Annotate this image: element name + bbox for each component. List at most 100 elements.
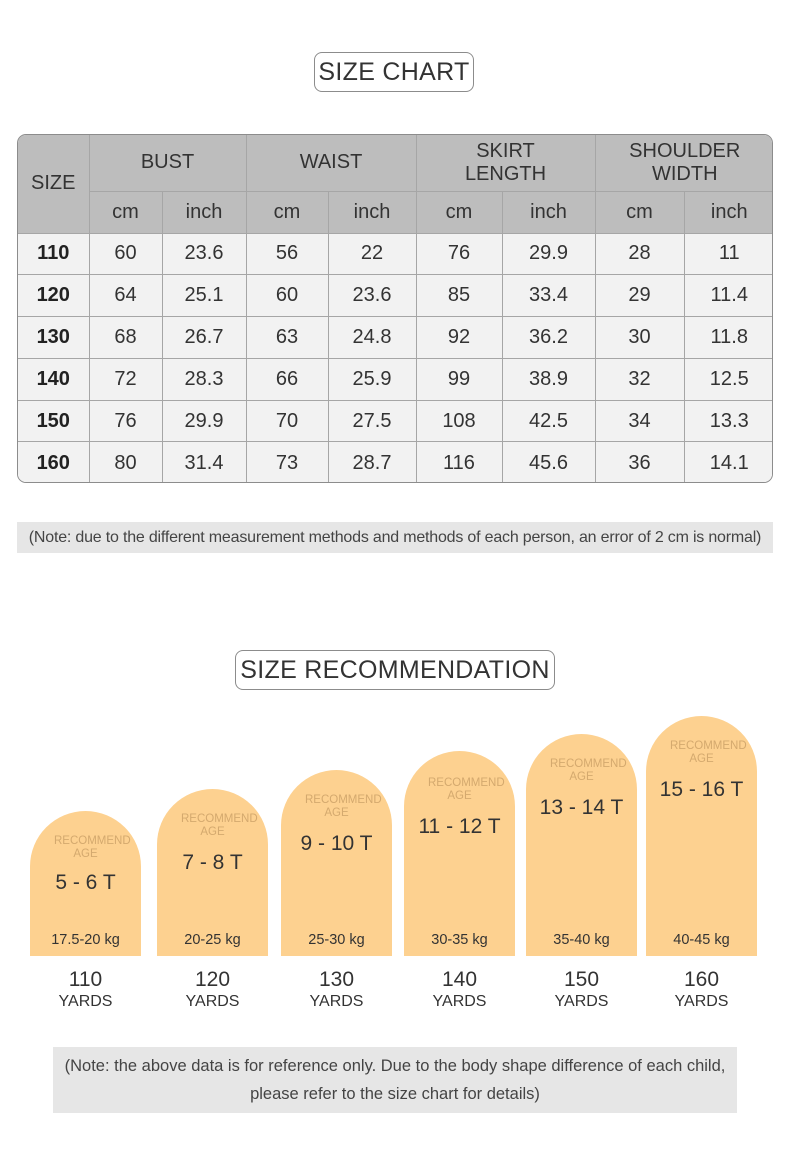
table-row: 110 60 23.6 56 22 76 29.9 28 11 (18, 232, 772, 276)
recommend-age-label: RECOMMEND AGE (181, 813, 258, 838)
measurement-cell: 24.8 (327, 316, 417, 359)
measurement-cell: 26.7 (161, 316, 247, 359)
measurement-cell: 38.9 (501, 357, 596, 401)
measurement-cell: 116 (415, 441, 503, 482)
recommend-age-label: RECOMMEND AGE (305, 794, 382, 819)
measurement-cell: 28 (594, 232, 685, 276)
recommended-age: 15 - 16 T (659, 778, 744, 801)
size-cell: 160 (18, 441, 90, 482)
weight-range: 30-35 kg (431, 932, 488, 948)
yard-size-number: 150 (563, 968, 600, 991)
measurement-cell: 31.4 (161, 441, 247, 482)
weight-range: 25-30 kg (308, 932, 365, 948)
measurement-cell: 34 (594, 399, 685, 443)
measurement-note: (Note: due to the different measurement … (17, 522, 773, 553)
size-cell: 110 (18, 232, 90, 276)
unit-inch: inch (161, 190, 247, 234)
measurement-cell: 42.5 (501, 399, 596, 443)
recommend-age-label: RECOMMEND AGE (54, 835, 131, 860)
yard-size: 130 YARDS (281, 968, 392, 1012)
size-table-body: 110 60 23.6 56 22 76 29.9 28 11 120 64 25.1 60 23.6 85… (18, 232, 772, 482)
shoulder-width-header: SHOULDER WIDTH (594, 135, 772, 192)
recommended-age: 13 - 14 T (539, 796, 624, 819)
measurement-cell: 92 (415, 316, 503, 359)
measurement-cell: 70 (245, 399, 329, 443)
size-recommendation-title: SIZE RECOMMENDATION (235, 650, 555, 690)
shoulder-width-header-text: SHOULDER WIDTH (629, 139, 741, 185)
recommend-age-label: RECOMMEND AGE (428, 777, 505, 802)
measurement-cell: 72 (88, 357, 163, 401)
measurement-cell: 23.6 (327, 274, 417, 318)
table-row: 120 64 25.1 60 23.6 85 33.4 29 11.4 (18, 274, 772, 318)
waist-header: WAIST (245, 135, 417, 192)
table-row: 150 76 29.9 70 27.5 108 42.5 34 13.3 (18, 399, 772, 443)
measurement-cell: 30 (594, 316, 685, 359)
measurement-cell: 29 (594, 274, 685, 318)
yard-size-number: 140 (441, 968, 478, 991)
measurement-cell: 11 (683, 232, 772, 276)
yard-size-number: 110 (68, 968, 103, 991)
size-chart-title: SIZE CHART (314, 52, 474, 92)
size-cell: 130 (18, 316, 90, 359)
measurement-cell: 25.1 (161, 274, 247, 318)
measurement-cell: 25.9 (327, 357, 417, 401)
measurement-cell: 60 (245, 274, 329, 318)
table-row: 160 80 31.4 73 28.7 116 45.6 36 14.1 (18, 441, 772, 482)
yard-size: 120 YARDS (157, 968, 268, 1012)
measurement-cell: 80 (88, 441, 163, 482)
measurement-cell: 13.3 (683, 399, 772, 443)
measurement-cell: 29.9 (501, 232, 596, 276)
recommendation-card: RECOMMEND AGE 15 - 16 T 40-45 kg (646, 716, 757, 956)
unit-cm: cm (89, 190, 163, 234)
unit-cm: cm (415, 190, 503, 234)
yard-size: 110 YARDS (30, 968, 141, 1012)
measurement-cell: 14.1 (683, 441, 772, 482)
measurement-cell: 73 (245, 441, 329, 482)
weight-range: 40-45 kg (673, 932, 730, 948)
weight-range: 17.5-20 kg (51, 932, 120, 948)
yard-size: 140 YARDS (404, 968, 515, 1012)
recommended-age: 7 - 8 T (182, 851, 243, 874)
yard-size: 160 YARDS (646, 968, 757, 1012)
recommendation-card: RECOMMEND AGE 7 - 8 T 20-25 kg (157, 789, 268, 956)
measurement-cell: 28.7 (327, 441, 417, 482)
yards-label: YARDS (674, 993, 729, 1010)
measurement-cell: 11.4 (683, 274, 772, 318)
weight-range: 20-25 kg (184, 932, 241, 948)
size-chart-table: SIZE BUST WAIST SKIRT LENGTH SHOULDER WI… (17, 134, 773, 483)
weight-range: 35-40 kg (553, 932, 610, 948)
yards-label: YARDS (185, 993, 240, 1010)
recommended-age: 9 - 10 T (300, 832, 373, 855)
unit-cm: cm (245, 190, 329, 234)
measurement-cell: 36.2 (501, 316, 596, 359)
recommended-age: 5 - 6 T (55, 871, 116, 894)
yard-size-number: 130 (318, 968, 355, 991)
bust-header: BUST (88, 135, 247, 192)
measurement-cell: 85 (415, 274, 503, 318)
measurement-cell: 60 (88, 232, 163, 276)
measurement-cell: 56 (245, 232, 329, 276)
table-row: 140 72 28.3 66 25.9 99 38.9 32 12.5 (18, 357, 772, 401)
measurement-cell: 68 (88, 316, 163, 359)
measurement-cell: 33.4 (501, 274, 596, 318)
recommend-age-label: RECOMMEND AGE (670, 740, 747, 765)
measurement-cell: 23.6 (161, 232, 247, 276)
recommended-age: 11 - 12 T (418, 815, 501, 838)
measurement-cell: 22 (327, 232, 417, 276)
yard-size-number: 160 (683, 968, 720, 991)
unit-inch: inch (683, 190, 772, 234)
measurement-cell: 45.6 (501, 441, 596, 482)
recommendation-card: RECOMMEND AGE 5 - 6 T 17.5-20 kg (30, 811, 141, 956)
measurement-cell: 11.8 (683, 316, 772, 359)
measurement-cell: 63 (245, 316, 329, 359)
measurement-cell: 27.5 (327, 399, 417, 443)
skirt-length-header-text: SKIRT LENGTH (464, 139, 547, 185)
unit-inch: inch (327, 190, 417, 234)
table-row: 130 68 26.7 63 24.8 92 36.2 30 11.8 (18, 316, 772, 359)
yard-size: 150 YARDS (526, 968, 637, 1012)
measurement-cell: 12.5 (683, 357, 772, 401)
reference-note: (Note: the above data is for reference o… (53, 1047, 737, 1113)
recommendation-card: RECOMMEND AGE 11 - 12 T 30-35 kg (404, 751, 515, 956)
measurement-cell: 32 (594, 357, 685, 401)
measurement-cell: 66 (245, 357, 329, 401)
